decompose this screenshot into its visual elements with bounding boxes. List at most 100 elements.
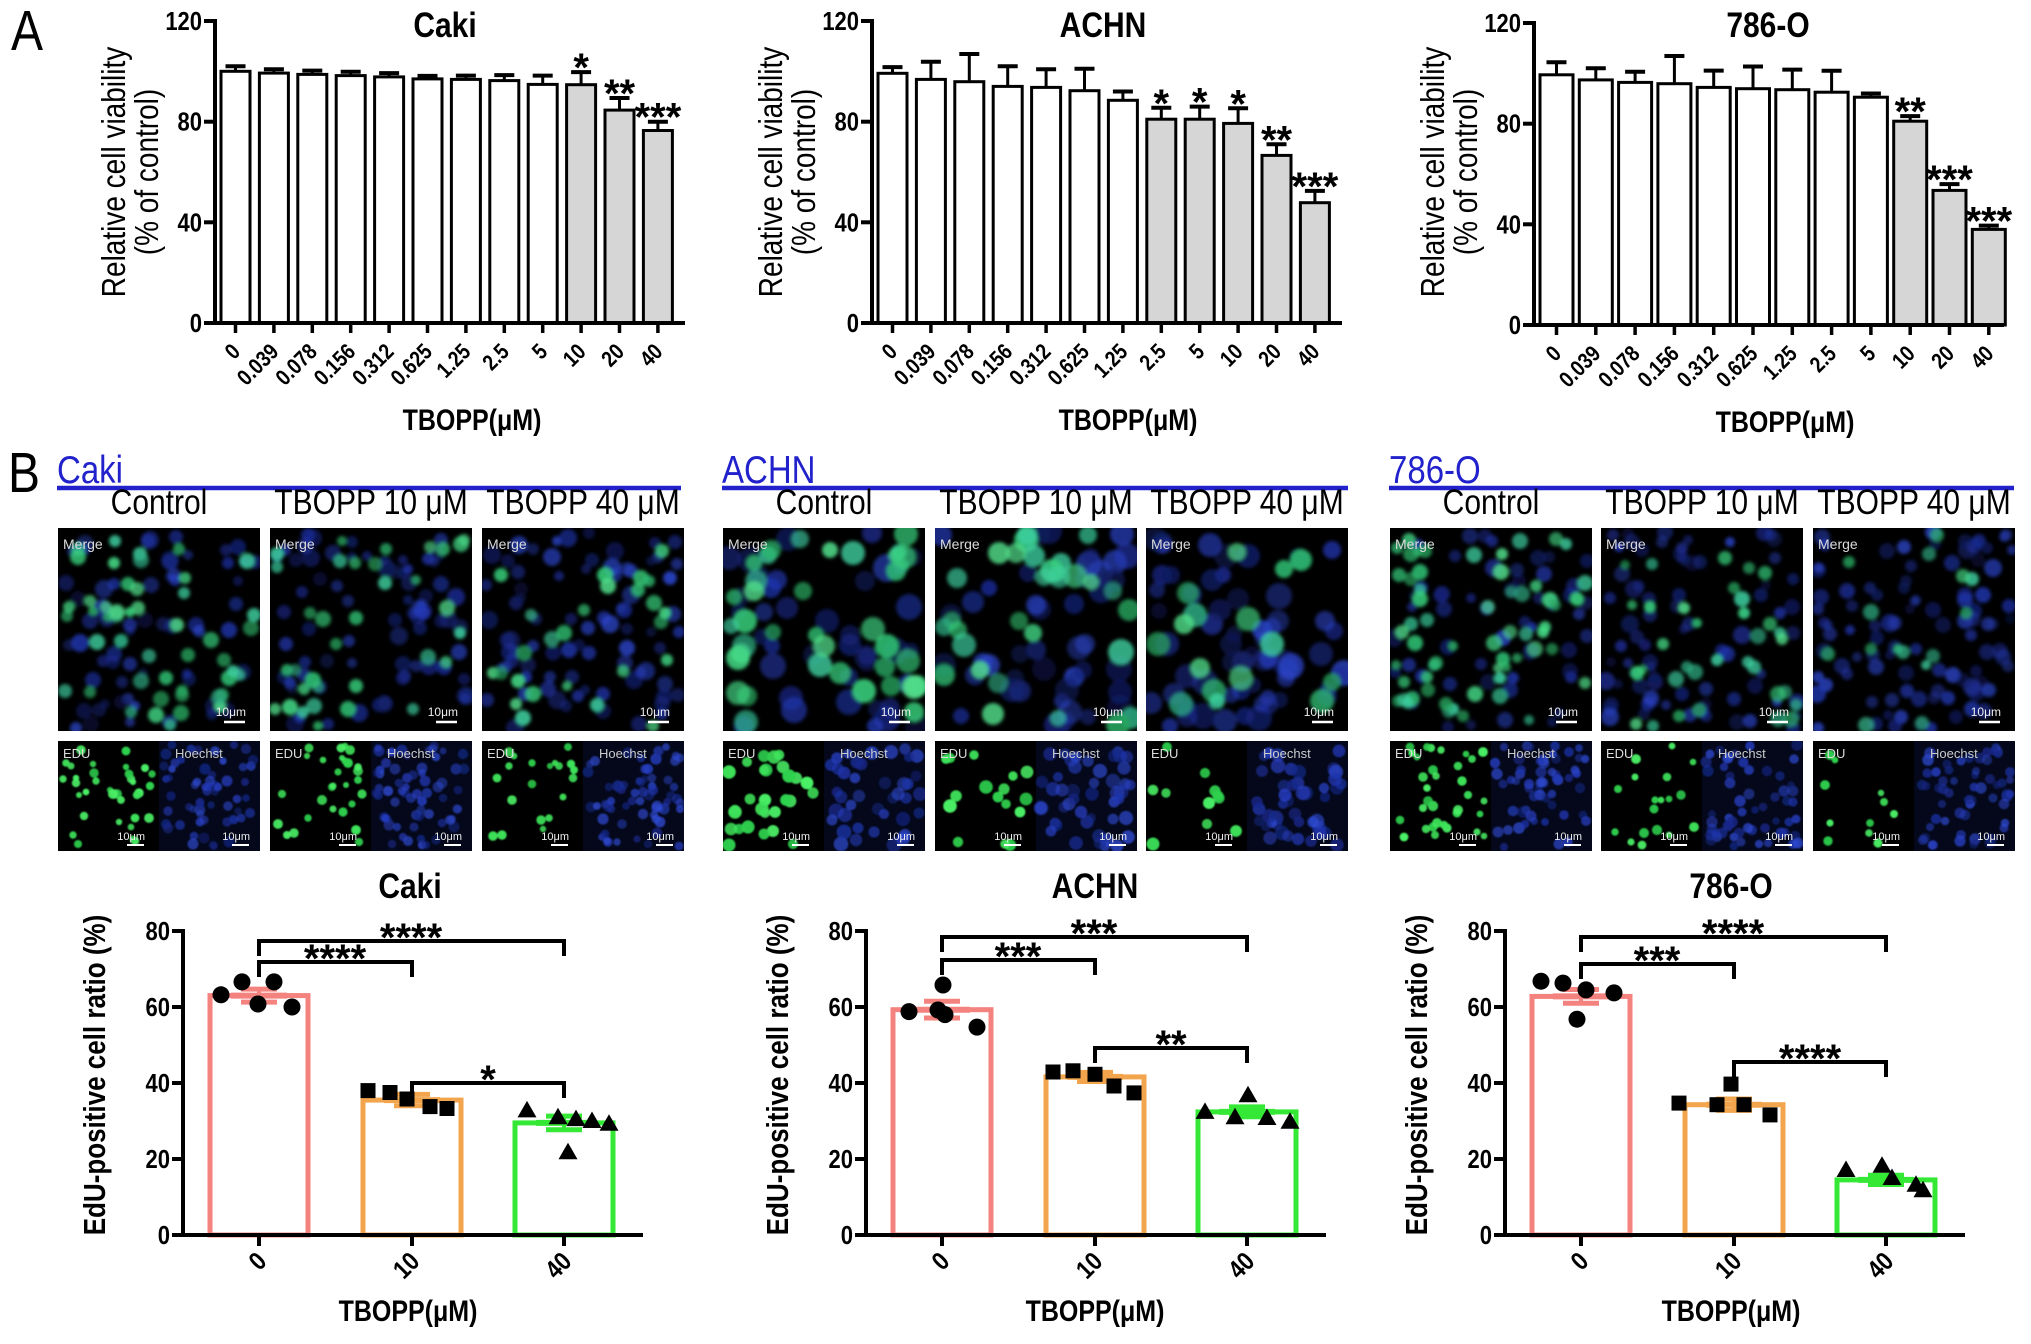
svg-text:60: 60	[829, 993, 853, 1022]
svg-text:10μm: 10μm	[329, 831, 357, 843]
svg-text:*: *	[1230, 82, 1246, 126]
svg-text:Merge: Merge	[1151, 536, 1191, 552]
svg-text:EDU: EDU	[1395, 746, 1422, 761]
svg-text:****: ****	[304, 937, 367, 981]
svg-text:Control: Control	[776, 482, 873, 522]
svg-text:Merge: Merge	[940, 536, 980, 552]
svg-text:EDU: EDU	[1151, 746, 1178, 761]
svg-text:EDU: EDU	[1818, 746, 1845, 761]
svg-text:Hoechst: Hoechst	[1507, 746, 1555, 761]
svg-text:Merge: Merge	[1818, 536, 1858, 552]
svg-text:TBOPP 10 μM: TBOPP 10 μM	[1605, 482, 1798, 522]
svg-text:TBOPP(μM): TBOPP(μM)	[1662, 1294, 1801, 1327]
svg-text:10μm: 10μm	[1872, 831, 1900, 843]
svg-text:60: 60	[146, 993, 170, 1022]
svg-text:EDU: EDU	[275, 746, 302, 761]
svg-text:10μm: 10μm	[782, 831, 810, 843]
svg-text:10μm: 10μm	[222, 831, 250, 843]
svg-text:*: *	[1192, 81, 1208, 125]
svg-text:10μm: 10μm	[887, 831, 915, 843]
svg-text:**: **	[1155, 1023, 1187, 1067]
svg-text:EDU: EDU	[63, 746, 90, 761]
svg-text:****: ****	[380, 916, 443, 960]
svg-text:Relative cell viability: Relative cell viability	[1415, 46, 1452, 297]
svg-text:EdU-positive cell ratio (%): EdU-positive cell ratio (%)	[1400, 915, 1435, 1236]
svg-text:10μm: 10μm	[646, 831, 674, 843]
svg-text:Caki: Caki	[413, 5, 476, 45]
svg-text:10μm: 10μm	[1449, 831, 1477, 843]
svg-text:120: 120	[165, 7, 202, 36]
svg-text:10μm: 10μm	[434, 831, 462, 843]
svg-text:10μm: 10μm	[1971, 705, 2001, 719]
svg-text:10μm: 10μm	[1205, 831, 1233, 843]
svg-text:40: 40	[146, 1069, 170, 1098]
svg-text:10μm: 10μm	[1554, 831, 1582, 843]
svg-text:10μm: 10μm	[881, 705, 911, 719]
svg-text:TBOPP 10 μM: TBOPP 10 μM	[274, 482, 467, 522]
svg-text:EDU: EDU	[940, 746, 967, 761]
svg-text:(% of control): (% of control)	[129, 89, 166, 255]
svg-text:EDU: EDU	[1606, 746, 1633, 761]
svg-text:Hoechst: Hoechst	[1718, 746, 1766, 761]
svg-text:Merge: Merge	[487, 536, 527, 552]
svg-text:TBOPP(μM): TBOPP(μM)	[1716, 405, 1855, 438]
svg-text:0: 0	[841, 1221, 853, 1250]
svg-text:**: **	[604, 72, 636, 116]
svg-text:EdU-positive cell ratio (%): EdU-positive cell ratio (%)	[78, 915, 113, 1236]
svg-text:TBOPP 40 μM: TBOPP 40 μM	[486, 482, 679, 522]
svg-text:***: ***	[1965, 200, 2012, 244]
svg-text:EDU: EDU	[487, 746, 514, 761]
svg-text:10μm: 10μm	[640, 705, 670, 719]
svg-text:ACHN: ACHN	[1052, 866, 1139, 906]
svg-text:EdU-positive cell ratio (%): EdU-positive cell ratio (%)	[761, 915, 796, 1236]
svg-text:20: 20	[829, 1145, 853, 1174]
svg-text:Merge: Merge	[1606, 536, 1646, 552]
svg-text:40: 40	[1497, 211, 1521, 240]
svg-text:786-O: 786-O	[1689, 866, 1772, 906]
svg-text:TBOPP(μM): TBOPP(μM)	[1059, 403, 1198, 436]
svg-text:40: 40	[835, 209, 859, 238]
svg-text:10μm: 10μm	[541, 831, 569, 843]
svg-text:(% of control): (% of control)	[786, 89, 823, 255]
svg-text:0: 0	[847, 309, 859, 338]
svg-text:10μm: 10μm	[428, 705, 458, 719]
svg-text:*: *	[480, 1058, 496, 1102]
svg-text:Control: Control	[1443, 482, 1540, 522]
svg-text:Relative cell viability: Relative cell viability	[753, 46, 790, 297]
svg-text:Relative cell viability: Relative cell viability	[96, 46, 133, 297]
svg-text:TBOPP 40 μM: TBOPP 40 μM	[1817, 482, 2010, 522]
svg-text:****: ****	[1779, 1037, 1842, 1081]
svg-text:***: ***	[995, 935, 1042, 979]
svg-text:10μm: 10μm	[1759, 705, 1789, 719]
svg-text:Merge: Merge	[275, 536, 315, 552]
svg-text:10μm: 10μm	[1660, 831, 1688, 843]
svg-text:ACHN: ACHN	[722, 447, 815, 491]
svg-text:Hoechst: Hoechst	[840, 746, 888, 761]
svg-text:20: 20	[146, 1145, 170, 1174]
svg-text:120: 120	[1484, 9, 1521, 38]
svg-text:TBOPP(μM): TBOPP(μM)	[403, 403, 542, 436]
svg-text:***: ***	[1071, 912, 1118, 956]
svg-text:786-O: 786-O	[1389, 447, 1481, 491]
svg-text:Hoechst: Hoechst	[175, 746, 223, 761]
svg-text:10μm: 10μm	[1304, 705, 1334, 719]
svg-text:Hoechst: Hoechst	[1263, 746, 1311, 761]
svg-text:Merge: Merge	[63, 536, 103, 552]
svg-text:**: **	[1261, 118, 1293, 162]
svg-text:10μm: 10μm	[1977, 831, 2005, 843]
svg-text:10μm: 10μm	[1765, 831, 1793, 843]
svg-text:10μm: 10μm	[1099, 831, 1127, 843]
svg-text:Caki: Caki	[378, 866, 441, 906]
svg-text:EDU: EDU	[728, 746, 755, 761]
svg-text:A: A	[11, 0, 43, 63]
svg-text:80: 80	[146, 917, 170, 946]
svg-text:B: B	[8, 441, 40, 505]
svg-text:20: 20	[1468, 1145, 1492, 1174]
svg-text:120: 120	[822, 7, 859, 36]
svg-text:0: 0	[190, 309, 202, 338]
svg-text:40: 40	[178, 209, 202, 238]
svg-text:80: 80	[1468, 917, 1492, 946]
svg-text:10μm: 10μm	[994, 831, 1022, 843]
svg-text:**: **	[1895, 90, 1927, 134]
svg-text:80: 80	[1497, 110, 1521, 139]
